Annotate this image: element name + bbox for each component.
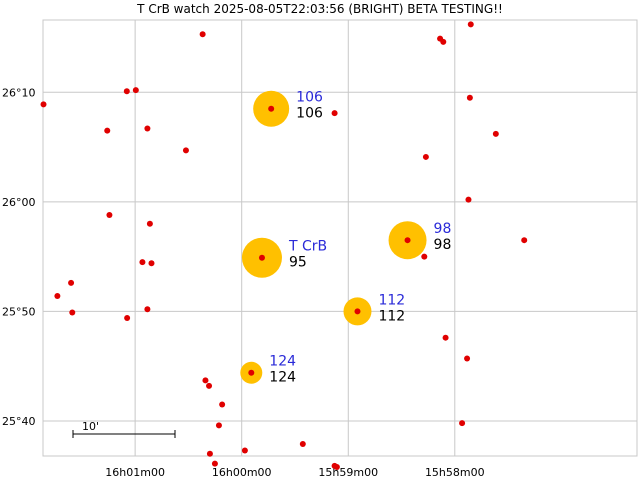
y-axis-tick-labels: 26°10 26°00 25°50 25°40	[2, 86, 36, 428]
comparison-star-magnitude: 124	[269, 370, 296, 386]
chart-title: T CrB watch 2025-08-05T22:03:56 (BRIGHT)…	[136, 2, 503, 16]
comparison-star[interactable]	[268, 105, 275, 112]
field-star	[467, 21, 474, 28]
field-star	[68, 279, 75, 286]
x-tick-label: 15h59m00	[318, 466, 378, 479]
field-star	[144, 306, 151, 313]
field-star	[440, 38, 447, 45]
comparison-star-name: 106	[296, 90, 323, 106]
field-star	[182, 147, 189, 154]
comparison-star[interactable]	[258, 254, 265, 261]
field-star	[146, 220, 153, 227]
field-star	[492, 130, 499, 137]
y-tick-label: 26°00	[2, 196, 36, 209]
field-star	[459, 420, 466, 427]
field-star	[211, 460, 218, 467]
field-star	[139, 259, 146, 266]
y-tick-label: 26°10	[2, 86, 36, 99]
x-tick-label: 15h58m00	[425, 466, 485, 479]
field-star	[54, 293, 61, 300]
comparison-star-magnitude: 95	[289, 255, 307, 271]
comparison-star-magnitude: 112	[378, 308, 405, 324]
y-tick-label: 25°50	[2, 305, 36, 318]
field-star	[206, 450, 213, 457]
field-star	[104, 127, 111, 134]
comparison-star-name: T CrB	[288, 239, 327, 255]
comparison-star-magnitude: 106	[296, 106, 323, 122]
field-stars	[40, 21, 528, 470]
field-star	[465, 196, 472, 203]
field-star	[124, 314, 131, 321]
field-star	[144, 125, 151, 132]
field-star	[40, 101, 47, 108]
field-star	[219, 401, 226, 408]
field-star	[132, 87, 139, 94]
field-star	[202, 377, 209, 384]
comparison-star[interactable]	[248, 369, 255, 376]
field-star	[521, 237, 528, 244]
x-axis-tick-labels: 16h01m00 16h00m00 15h59m00 15h58m00	[105, 466, 484, 479]
field-star	[206, 382, 213, 389]
plot-area: 16h01m00 16h00m00 15h59m00 15h58m00 26°1026…	[2, 19, 638, 479]
field-star	[422, 153, 429, 160]
field-star	[69, 309, 76, 316]
x-tick-label: 16h01m00	[105, 466, 165, 479]
field-star	[466, 94, 473, 101]
field-star	[241, 447, 248, 454]
comparison-star-name: 124	[269, 354, 296, 370]
field-star	[442, 334, 449, 341]
field-star	[199, 31, 206, 38]
comparison-star[interactable]	[404, 237, 411, 244]
plot-frame	[42, 19, 638, 457]
comparison-star-magnitude: 98	[434, 237, 452, 253]
field-star	[421, 253, 428, 260]
comparison-star-name: 112	[378, 292, 405, 308]
field-star	[215, 422, 222, 429]
comparison-star-name: 98	[434, 221, 452, 237]
scale-bar-label: 10'	[82, 420, 99, 433]
field-star	[299, 440, 306, 447]
field-star	[331, 110, 338, 117]
comparison-stars	[248, 105, 411, 376]
comparison-star[interactable]	[354, 308, 361, 315]
field-star	[464, 355, 471, 362]
field-star	[333, 463, 340, 470]
scale-bar: 10'	[72, 420, 176, 438]
x-tick-label: 16h00m00	[212, 466, 272, 479]
field-star	[148, 260, 155, 267]
y-tick-label: 25°40	[2, 415, 36, 428]
field-star	[106, 211, 113, 218]
field-star	[123, 88, 130, 95]
